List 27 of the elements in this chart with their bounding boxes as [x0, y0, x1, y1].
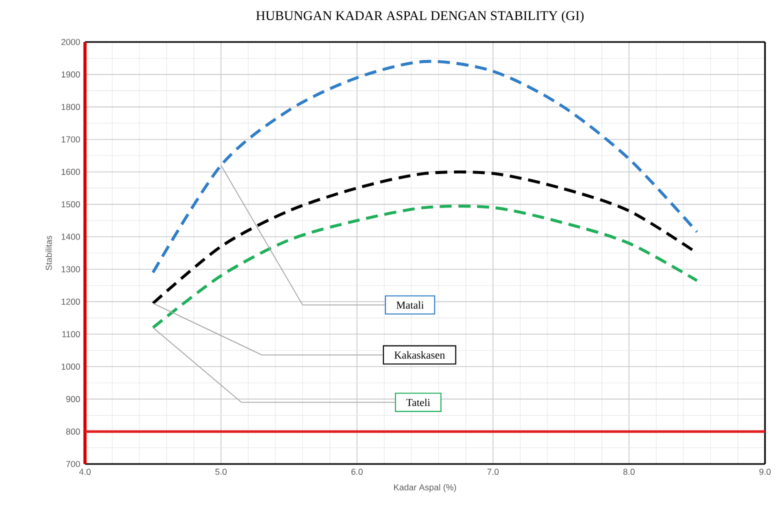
x-tick-label: 8.0 — [623, 468, 635, 475]
x-tick-label: 6.0 — [351, 468, 363, 475]
y-axis-title: Stabilitas — [46, 236, 52, 270]
y-tick-label: 2000 — [61, 38, 80, 46]
x-axis-title: Kadar Aspal (%) — [394, 484, 456, 492]
text: Kakaskasen — [394, 351, 445, 359]
y-tick-label: 1600 — [62, 168, 80, 175]
y-tick-label: 800 — [66, 428, 80, 435]
y-tick-label: 1800 — [62, 104, 80, 110]
line-series — [152, 60, 698, 274]
x-tick-label: 7.0 — [487, 468, 499, 475]
y-tick-label: 1000 — [62, 364, 80, 370]
x-tick-label: 9.0 — [759, 468, 771, 475]
y-tick-label: 1200 — [62, 298, 80, 305]
y-tick-label: 1300 — [62, 266, 80, 272]
y-tick-label: 1100 — [62, 331, 80, 338]
text: Tateli — [406, 398, 430, 406]
y-tick-label: 900 — [66, 396, 80, 402]
y-tick-label: 1900 — [62, 71, 80, 78]
x-tick-label: 4.0 — [79, 468, 91, 475]
x-tick-label: 5.0 — [215, 468, 227, 475]
y-tick-label: 1400 — [62, 234, 80, 240]
chart-title: HUBUNGAN KADAR ASPAL DENGAN STABILITY (GI) — [256, 10, 584, 23]
y-tick-label: 700 — [66, 460, 80, 468]
text: Matali — [396, 301, 424, 309]
y-tick-label: 1500 — [62, 201, 80, 208]
y-tick-label: 1700 — [62, 136, 80, 142]
